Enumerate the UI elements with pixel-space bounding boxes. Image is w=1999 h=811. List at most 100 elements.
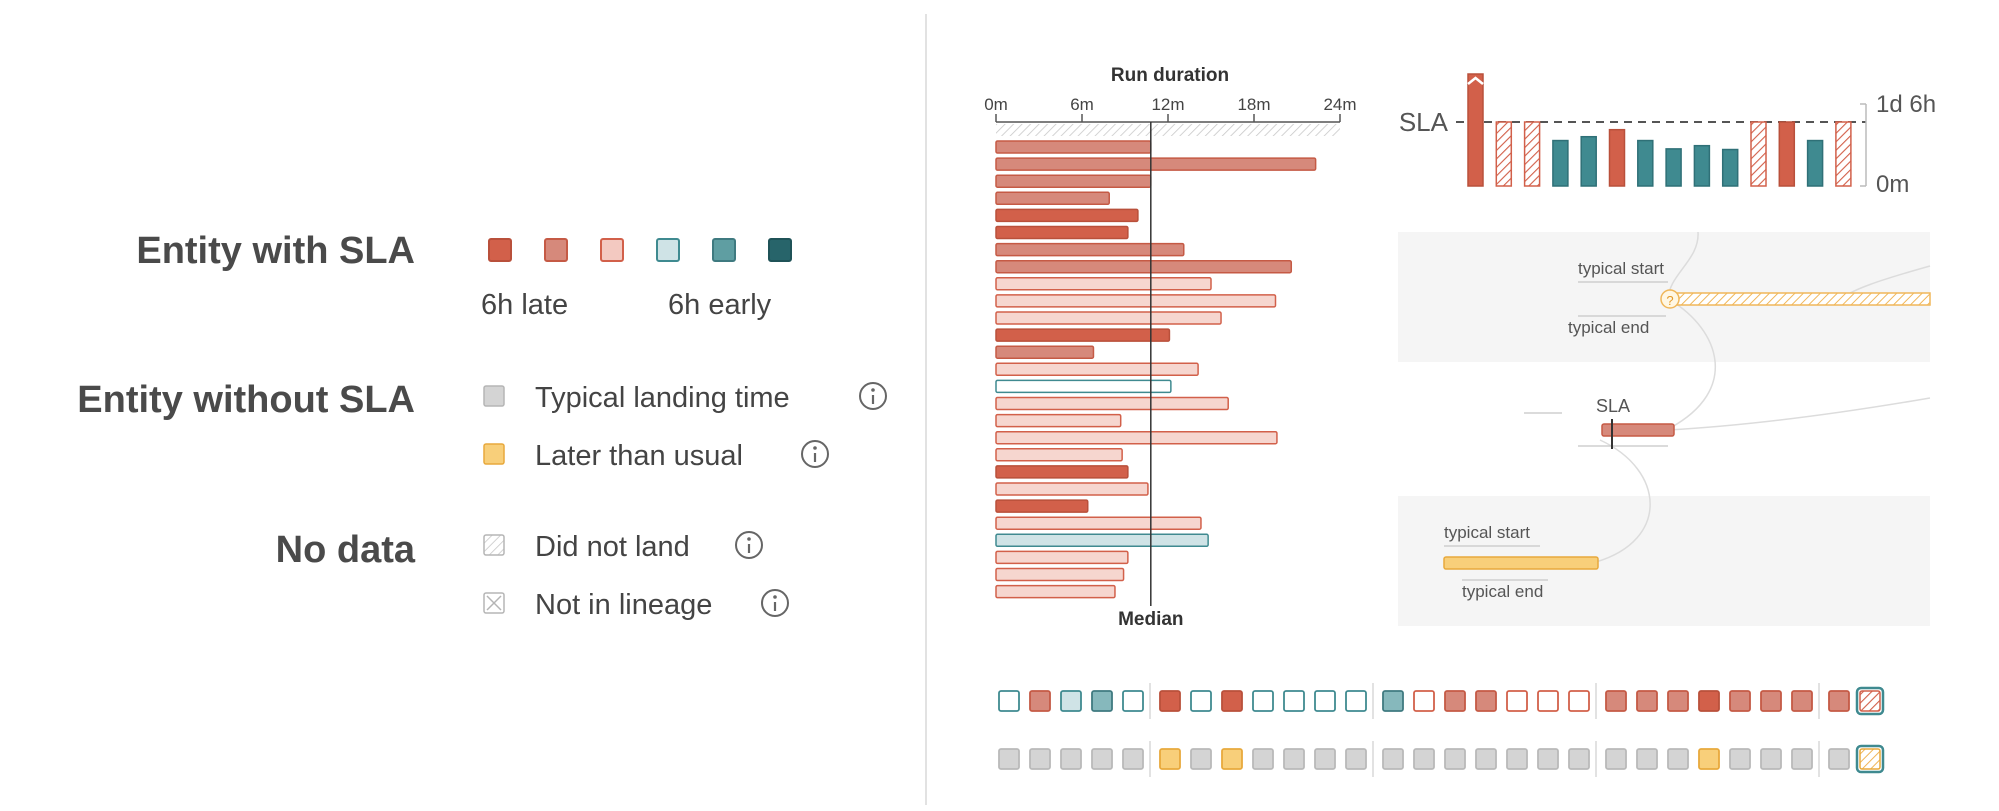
status-square[interactable] (1698, 748, 1720, 770)
status-square[interactable] (1506, 748, 1528, 770)
duration-bar[interactable] (995, 567, 1125, 582)
status-square[interactable] (1159, 748, 1181, 770)
status-square[interactable] (1729, 690, 1751, 712)
duration-bar[interactable] (995, 499, 1089, 513)
status-square[interactable] (1345, 748, 1367, 770)
sla-bar[interactable] (1495, 121, 1513, 187)
duration-bar[interactable] (995, 396, 1229, 411)
status-square-selected[interactable] (1859, 690, 1881, 712)
status-square[interactable] (1283, 748, 1305, 770)
duration-bar[interactable] (995, 242, 1185, 257)
status-square[interactable] (1345, 690, 1367, 712)
status-square[interactable] (1667, 690, 1689, 712)
status-square[interactable] (1190, 748, 1212, 770)
duration-bar[interactable] (995, 259, 1293, 274)
status-square[interactable] (1828, 748, 1850, 770)
duration-bar[interactable] (995, 225, 1129, 240)
duration-bar[interactable] (995, 482, 1149, 496)
typical-info-icon[interactable] (859, 382, 887, 410)
top-late-bar[interactable] (1675, 292, 1931, 306)
status-square[interactable] (1122, 690, 1144, 712)
duration-bar[interactable] (995, 533, 1209, 548)
sla-bar[interactable] (1721, 148, 1739, 187)
status-square[interactable] (1413, 690, 1435, 712)
duration-bar[interactable] (995, 430, 1278, 445)
duration-bar[interactable] (995, 448, 1123, 462)
status-square[interactable] (1475, 690, 1497, 712)
sla-bar[interactable] (1806, 139, 1824, 187)
duration-bar[interactable] (995, 362, 1199, 377)
status-square[interactable] (1382, 748, 1404, 770)
duration-bar[interactable] (995, 516, 1202, 530)
status-square[interactable] (1698, 690, 1720, 712)
status-square[interactable] (1605, 748, 1627, 770)
status-square[interactable] (1091, 748, 1113, 770)
sla-bar[interactable] (1608, 128, 1626, 187)
status-square[interactable] (1252, 748, 1274, 770)
status-square[interactable] (1091, 690, 1113, 712)
status-square[interactable] (1029, 690, 1051, 712)
duration-bar[interactable] (995, 174, 1152, 188)
status-square[interactable] (1029, 748, 1051, 770)
status-square[interactable] (1605, 690, 1627, 712)
duration-bar[interactable] (995, 584, 1116, 599)
status-square[interactable] (1506, 690, 1528, 712)
bottom-typical-bar[interactable] (1443, 556, 1599, 570)
status-square[interactable] (1060, 748, 1082, 770)
sla-bar[interactable] (1750, 121, 1767, 187)
status-square[interactable] (1828, 690, 1850, 712)
sla-bar[interactable] (1637, 139, 1654, 187)
status-square[interactable] (1283, 690, 1305, 712)
duration-bar[interactable] (995, 277, 1212, 291)
did-not-land-info-icon[interactable] (735, 531, 763, 559)
question-marker[interactable] (1660, 289, 1680, 309)
duration-bar[interactable] (995, 191, 1110, 206)
status-square[interactable] (1791, 690, 1813, 712)
sla-bar[interactable] (1580, 135, 1597, 187)
duration-bar[interactable] (995, 157, 1317, 171)
status-square[interactable] (1190, 690, 1212, 712)
status-square[interactable] (1537, 748, 1559, 770)
duration-bar[interactable] (995, 550, 1129, 565)
status-square[interactable] (1729, 748, 1751, 770)
duration-bar[interactable] (995, 465, 1129, 479)
status-square[interactable] (1221, 690, 1243, 712)
status-square[interactable] (1159, 690, 1181, 712)
status-square[interactable] (1636, 690, 1658, 712)
status-square[interactable] (1636, 748, 1658, 770)
duration-bar[interactable] (995, 208, 1139, 223)
sla-bar[interactable] (1523, 121, 1541, 187)
status-square[interactable] (1475, 748, 1497, 770)
not-in-lineage-info-icon[interactable] (761, 589, 789, 617)
sla-bar[interactable] (1778, 121, 1796, 187)
duration-bar[interactable] (995, 294, 1277, 308)
status-square[interactable] (1568, 690, 1590, 712)
status-square[interactable] (1221, 748, 1243, 770)
status-square[interactable] (1444, 690, 1466, 712)
status-square[interactable] (1314, 748, 1336, 770)
sla-bar[interactable] (1835, 121, 1852, 187)
status-square[interactable] (1122, 748, 1144, 770)
sla-bar[interactable] (1665, 148, 1682, 187)
status-square[interactable] (1568, 748, 1590, 770)
status-square[interactable] (1252, 690, 1274, 712)
mid-run-bar[interactable] (1601, 423, 1675, 437)
status-square[interactable] (1382, 690, 1404, 712)
duration-bar[interactable] (995, 328, 1171, 342)
duration-bar[interactable] (995, 379, 1172, 394)
status-square[interactable] (1314, 690, 1336, 712)
status-square[interactable] (1413, 748, 1435, 770)
later-info-icon[interactable] (801, 440, 829, 468)
duration-bar[interactable] (995, 413, 1122, 428)
status-square[interactable] (1537, 690, 1559, 712)
status-square[interactable] (998, 690, 1020, 712)
status-square[interactable] (1667, 748, 1689, 770)
duration-bar[interactable] (995, 140, 1152, 154)
sla-bar[interactable] (1552, 139, 1569, 187)
status-square[interactable] (1760, 748, 1782, 770)
status-square[interactable] (1791, 748, 1813, 770)
duration-bar[interactable] (995, 311, 1222, 325)
sla-bar[interactable] (1693, 144, 1711, 187)
status-square[interactable] (1760, 690, 1782, 712)
status-square[interactable] (998, 748, 1020, 770)
